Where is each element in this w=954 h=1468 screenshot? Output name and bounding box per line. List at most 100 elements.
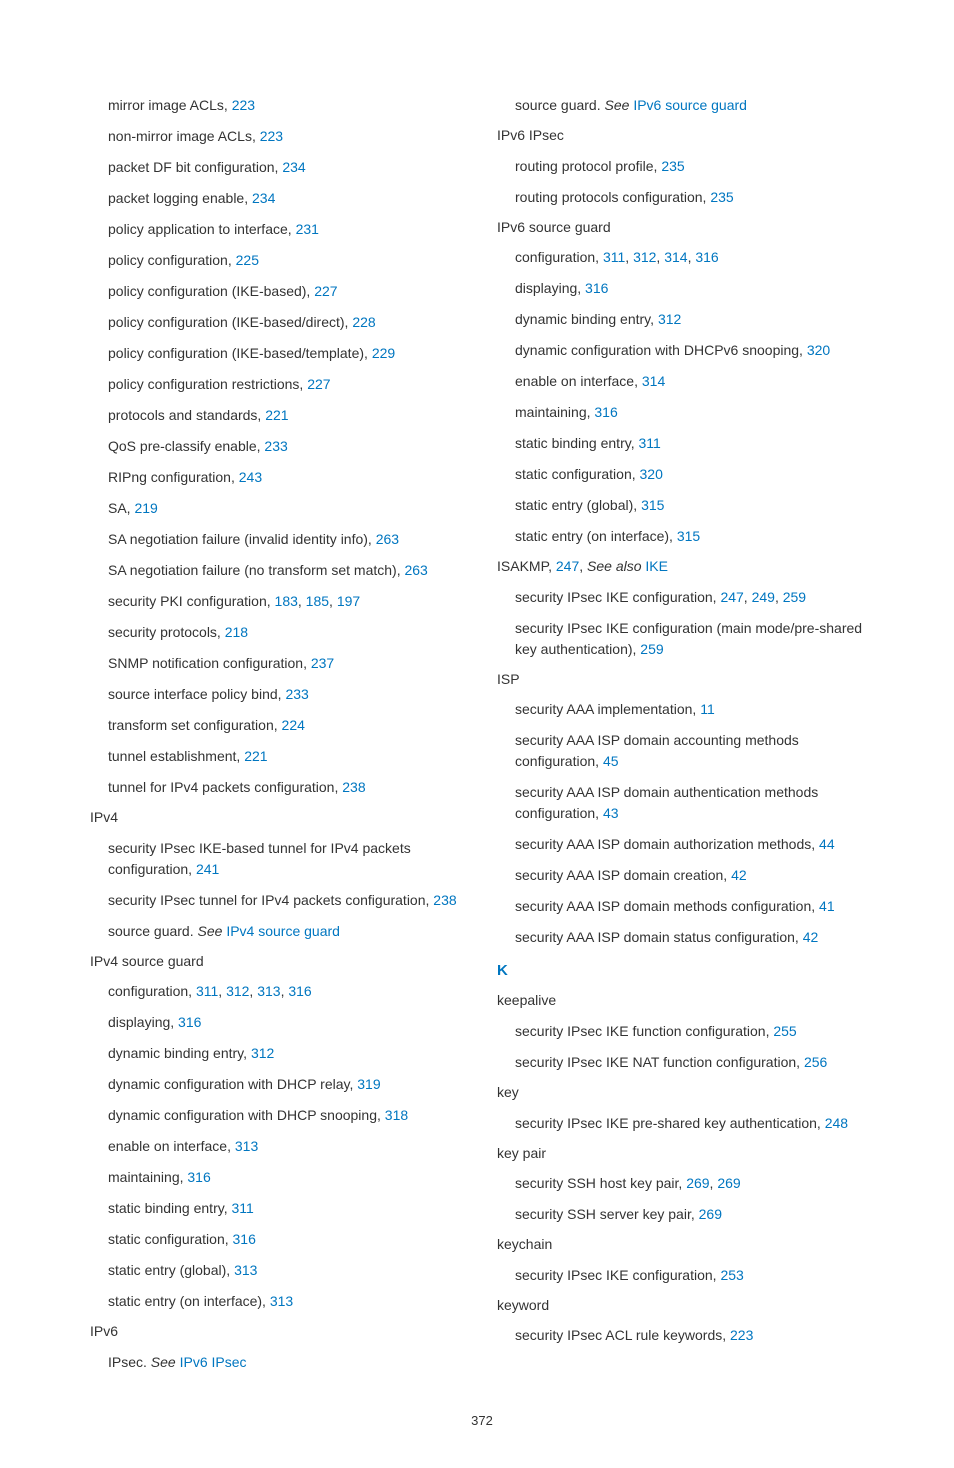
page-ref-link[interactable]: 259 [640,641,663,657]
page-ref-link[interactable]: 43 [603,805,619,821]
index-text: security PKI configuration, [108,593,275,609]
page-ref-link[interactable]: 311 [196,983,218,999]
page-ref-link[interactable]: 311 [603,249,625,265]
page-ref-link[interactable]: 315 [641,497,664,513]
page-ref-link[interactable]: 228 [352,314,375,330]
page-ref-link[interactable]: 11 [700,701,715,717]
page-ref-link[interactable]: 316 [178,1014,201,1030]
index-text: non-mirror image ACLs, [108,128,260,144]
index-text: security protocols, [108,624,225,640]
index-text: key pair [497,1145,546,1161]
page-ref-link[interactable]: 225 [236,252,259,268]
page-ref-link[interactable]: 183 [275,593,298,609]
index-entry: security IPsec IKE configuration (main m… [515,618,874,660]
page-ref-link[interactable]: 41 [819,898,835,914]
page-ref-link[interactable]: 247 [556,558,579,574]
page-ref-link[interactable]: 313 [234,1262,257,1278]
index-text: policy configuration (IKE-based/template… [108,345,372,361]
page-ref-link[interactable]: 314 [642,373,665,389]
page-ref-link[interactable]: 311 [638,435,660,451]
page-ref-link[interactable]: 312 [251,1045,274,1061]
index-text: source interface policy bind, [108,686,285,702]
page-ref-link[interactable]: 311 [231,1200,253,1216]
page-ref-link[interactable]: 312 [658,311,681,327]
page-ref-link[interactable]: 223 [260,128,283,144]
page-ref-link[interactable]: 318 [385,1107,408,1123]
page-ref-link[interactable]: 221 [265,407,288,423]
index-entry: RIPng configuration, 243 [108,467,467,488]
page-ref-link[interactable]: 227 [314,283,337,299]
page-ref-link[interactable]: 234 [282,159,305,175]
page-ref-link[interactable]: 219 [134,500,157,516]
page-ref-link[interactable]: 42 [803,929,819,945]
page-ref-link[interactable]: 316 [695,249,718,265]
index-text: security IPsec IKE configuration, [515,589,720,605]
page-ref-link[interactable]: 235 [661,158,684,174]
page-ref-link[interactable]: 319 [357,1076,380,1092]
page-ref-link[interactable]: 185 [306,593,329,609]
page-ref-link[interactable]: 269 [699,1206,722,1222]
page-ref-link[interactable]: 312 [226,983,249,999]
page-ref-link[interactable]: 241 [196,861,219,877]
page-ref-link[interactable]: 223 [232,97,255,113]
page-ref-link[interactable]: 320 [807,342,830,358]
page-ref-link[interactable]: 221 [244,748,267,764]
index-text: maintaining, [108,1169,187,1185]
page-ref-link[interactable]: 316 [585,280,608,296]
page-ref-link[interactable]: 316 [288,983,311,999]
page-ref-link[interactable]: 223 [730,1327,753,1343]
page-ref-link[interactable]: 45 [603,753,619,769]
index-entry: non-mirror image ACLs, 223 [108,126,467,147]
page-ref-link[interactable]: 237 [311,655,334,671]
page-ref-link[interactable]: 269 [686,1175,709,1191]
page-ref-link[interactable]: 255 [773,1023,796,1039]
page-ref-link[interactable]: 316 [187,1169,210,1185]
page-ref-link[interactable]: 253 [720,1267,743,1283]
page-ref-link[interactable]: 316 [594,404,617,420]
page-ref-link[interactable]: 42 [731,867,747,883]
page-ref-link[interactable]: 248 [825,1115,848,1131]
page-ref-link[interactable]: 229 [372,345,395,361]
page-ref-link[interactable]: 313 [235,1138,258,1154]
page-ref-link[interactable]: 312 [633,249,656,265]
page-ref-link[interactable]: 256 [804,1054,827,1070]
page-ref-link[interactable]: 263 [404,562,427,578]
index-entry: IPv4 [90,808,467,828]
page-ref-link[interactable]: 233 [264,438,287,454]
page-ref-link[interactable]: 234 [252,190,275,206]
page-ref-link[interactable]: IPv4 source guard [226,923,340,939]
page-ref-link[interactable]: 197 [337,593,360,609]
page-ref-link[interactable]: 44 [819,836,835,852]
page-ref-link[interactable]: 227 [307,376,330,392]
page-ref-link[interactable]: 238 [342,779,365,795]
index-text: source guard. [108,923,198,939]
page-ref-link[interactable]: 313 [257,983,280,999]
page-ref-link[interactable]: 269 [717,1175,740,1191]
page-ref-link[interactable]: IKE [645,558,668,574]
index-entry: static entry (global), 315 [515,495,874,516]
page-ref-link[interactable]: 235 [710,189,733,205]
page-ref-link[interactable]: 320 [640,466,663,482]
page-ref-link[interactable]: IPv6 source guard [633,97,747,113]
page-ref-link[interactable]: 249 [752,589,775,605]
page-ref-link[interactable]: 314 [664,249,687,265]
page-ref-link[interactable]: 247 [720,589,743,605]
index-text: IPv6 source guard [497,219,611,235]
page-ref-link[interactable]: 218 [225,624,248,640]
index-text: security IPsec IKE pre-shared key authen… [515,1115,825,1131]
page-ref-link[interactable]: 233 [285,686,308,702]
index-text: enable on interface, [515,373,642,389]
page-ref-link[interactable]: 231 [296,221,319,237]
index-text: , [744,589,752,605]
page-ref-link[interactable]: 259 [783,589,806,605]
page-ref-link[interactable]: 263 [376,531,399,547]
page-ref-link[interactable]: 238 [433,892,456,908]
index-text: routing protocols configuration, [515,189,710,205]
index-entry: static entry (global), 313 [108,1260,467,1281]
page-ref-link[interactable]: 316 [233,1231,256,1247]
index-text: keepalive [497,992,556,1008]
page-ref-link[interactable]: 243 [239,469,262,485]
page-ref-link[interactable]: 315 [677,528,700,544]
page-ref-link[interactable]: IPv6 IPsec [180,1354,247,1370]
page-ref-link[interactable]: 224 [282,717,305,733]
